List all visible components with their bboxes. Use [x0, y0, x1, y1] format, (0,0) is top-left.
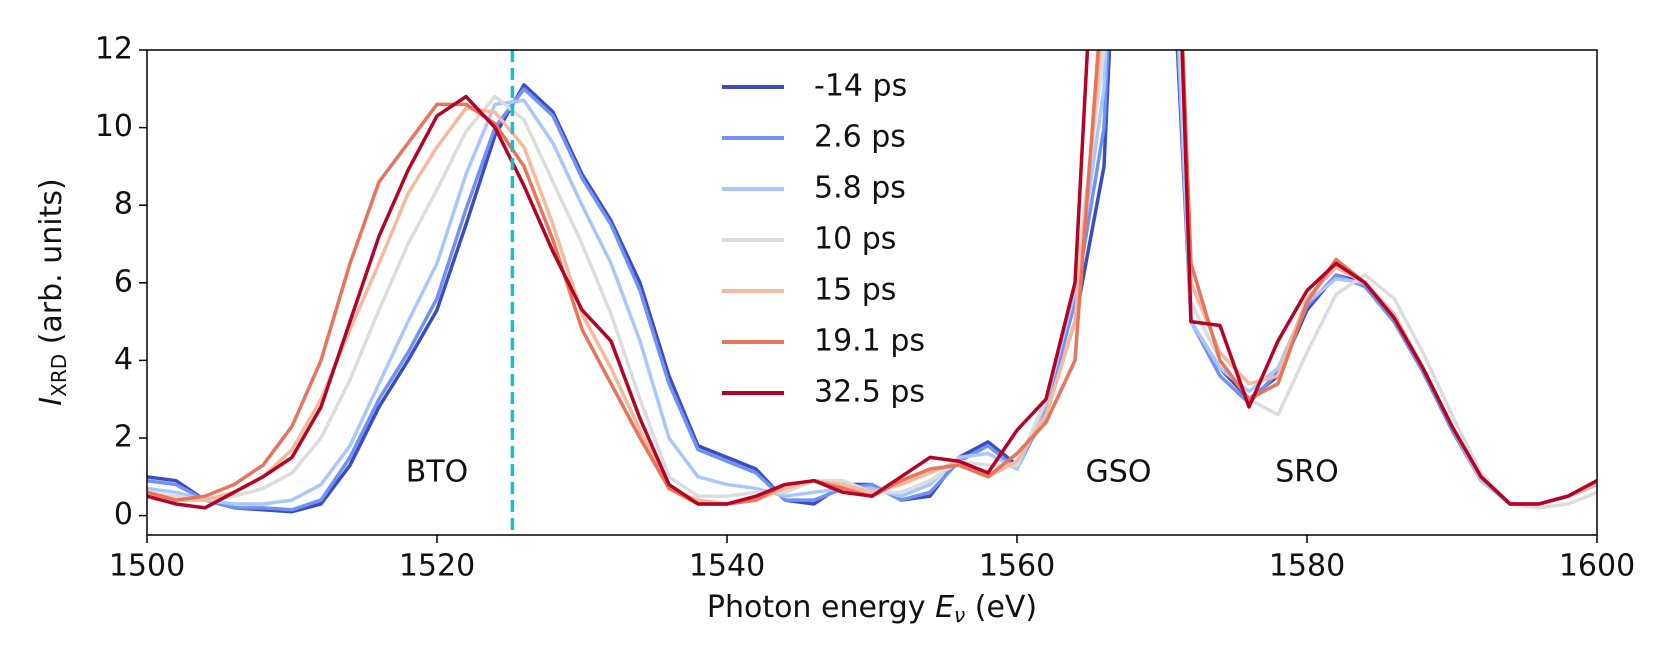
y-label-text: (arb. units) — [34, 178, 69, 354]
plot-area — [147, 50, 1597, 514]
x-tick-label: 1580 — [1269, 549, 1345, 584]
x-tick-label: 1500 — [109, 549, 185, 584]
series-line — [147, 50, 1597, 510]
legend-label: -14 ps — [814, 69, 907, 104]
x-label-unit: (eV) — [965, 590, 1037, 625]
legend-label: 5.8 ps — [814, 171, 906, 206]
y-tick-label: 4 — [114, 342, 133, 377]
x-tick-label: 1520 — [399, 549, 475, 584]
y-tick-label: 8 — [114, 187, 133, 222]
y-tick-label: 2 — [114, 420, 133, 455]
legend-label: 19.1 ps — [814, 324, 925, 359]
y-axis-label: IXRD (arb. units) — [34, 178, 71, 405]
legend-label: 10 ps — [814, 222, 896, 257]
x-label-symbol: E — [935, 590, 954, 625]
x-label-subscript: ν — [954, 603, 965, 627]
annotation: BTO — [406, 454, 469, 489]
x-tick-label: 1600 — [1559, 549, 1635, 584]
y-tick-label: 10 — [95, 109, 133, 144]
x-label-text: Photon energy — [707, 590, 935, 625]
y-label-subscript: XRD — [47, 354, 71, 397]
legend-label: 15 ps — [814, 273, 896, 308]
legend-label: 32.5 ps — [814, 375, 925, 410]
y-tick-label: 6 — [114, 264, 133, 299]
annotation: SRO — [1275, 454, 1339, 489]
x-tick-label: 1560 — [979, 549, 1055, 584]
y-label-symbol: I — [34, 397, 69, 406]
y-tick-label: 12 — [95, 32, 133, 67]
x-axis-label: Photon energy Eν (eV) — [707, 590, 1037, 627]
annotation: GSO — [1086, 454, 1152, 489]
y-tick-label: 0 — [114, 497, 133, 532]
plot-frame — [146, 49, 1598, 536]
legend-label: 2.6 ps — [814, 120, 906, 155]
x-tick-label: 1540 — [689, 549, 765, 584]
